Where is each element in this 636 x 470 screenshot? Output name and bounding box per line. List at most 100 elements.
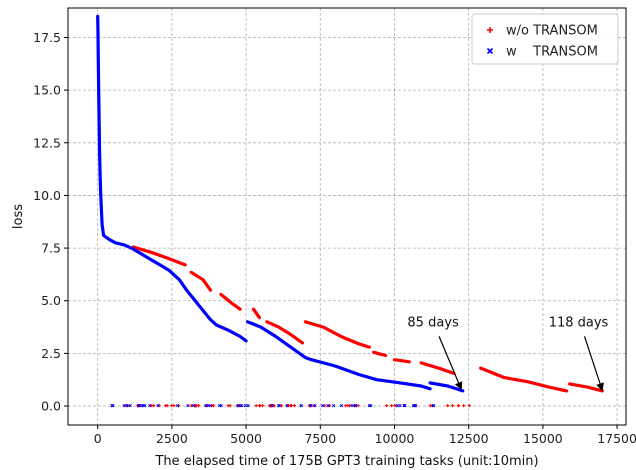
- data-point: [288, 404, 293, 408]
- data-point: [156, 403, 160, 408]
- legend-box: [471, 13, 619, 65]
- data-point: [462, 404, 466, 408]
- grid: [68, 8, 626, 425]
- y-tick-label: 2.5: [41, 346, 61, 361]
- data-point: [143, 403, 147, 408]
- data-point: [390, 404, 394, 408]
- data-point: [204, 403, 208, 408]
- series-segment: [372, 350, 388, 358]
- x-tick-label: 5000: [230, 431, 262, 446]
- data-point: [189, 404, 193, 408]
- legend-marker: [486, 47, 494, 55]
- data-point: [122, 403, 126, 408]
- data-point: [385, 404, 389, 408]
- data-point: [331, 403, 336, 408]
- y-tick-label: 17.5: [33, 30, 61, 45]
- annotation-arrow: [438, 336, 463, 391]
- data-point: [175, 403, 180, 408]
- data-point: [398, 403, 402, 408]
- series-without-transom: [125, 245, 604, 408]
- data-point: [170, 404, 174, 408]
- legend: w/o TRANSOM w TRANSOM: [471, 13, 619, 65]
- data-point: [292, 404, 297, 408]
- legend-label: w/o TRANSOM: [506, 24, 598, 39]
- series-segment: [479, 366, 569, 393]
- series-segment: [246, 320, 432, 391]
- data-point: [138, 403, 142, 408]
- series-segment: [189, 270, 213, 292]
- annotation-label: 85 days: [407, 315, 459, 330]
- data-point: [446, 404, 450, 408]
- data-point: [194, 404, 198, 408]
- data-point: [277, 403, 281, 408]
- series-layer: [96, 14, 604, 408]
- data-point: [326, 403, 330, 408]
- x-tick-label: 17500: [597, 431, 636, 446]
- y-tick-label: 0.0: [41, 399, 61, 414]
- data-point: [279, 404, 283, 408]
- data-point: [320, 403, 325, 408]
- series-with-transom: [96, 14, 465, 408]
- y-tick-label: 5.0: [41, 293, 61, 308]
- x-tick-label: 0: [94, 431, 102, 446]
- data-point: [350, 403, 354, 408]
- series-segment: [428, 381, 465, 393]
- data-point: [152, 404, 156, 408]
- data-point: [339, 403, 344, 408]
- data-point: [467, 404, 471, 408]
- data-point: [285, 403, 289, 408]
- series-segment: [392, 358, 411, 364]
- series-segment: [265, 320, 305, 345]
- data-point: [299, 403, 303, 408]
- data-point: [402, 403, 406, 408]
- data-point: [356, 404, 360, 408]
- annotation-label: 118 days: [549, 315, 609, 330]
- x-tick-label: 10000: [375, 431, 415, 446]
- plot-frame: [67, 7, 627, 426]
- axis-ticks: 0 2500 5000 7500 10000 12500 15000 17500 0.0 2.5 5…: [33, 30, 636, 446]
- data-point: [412, 403, 416, 408]
- data-point: [270, 403, 274, 408]
- data-point: [272, 404, 276, 408]
- x-axis-label: The elapsed time of 175B GPT3 training t…: [154, 454, 538, 469]
- series-segment: [251, 307, 261, 320]
- data-point: [210, 404, 214, 408]
- data-point: [450, 404, 455, 408]
- data-point: [111, 403, 115, 408]
- series-segment: [131, 245, 187, 267]
- data-point: [431, 403, 435, 408]
- y-tick-label: 12.5: [33, 135, 61, 150]
- annotation-arrow: [583, 336, 604, 392]
- data-point: [367, 403, 372, 408]
- series-segment: [568, 382, 604, 393]
- data-point: [268, 404, 272, 408]
- legend-marker: [487, 27, 493, 33]
- data-point: [226, 404, 230, 408]
- data-point: [246, 403, 250, 408]
- data-point: [240, 403, 244, 408]
- y-axis-label: loss: [11, 204, 26, 229]
- annotations: 85 days 118 days: [407, 315, 609, 392]
- data-point: [395, 403, 399, 408]
- data-point: [219, 403, 223, 408]
- data-point: [393, 404, 397, 408]
- x-tick-label: 12500: [449, 431, 489, 446]
- data-point: [164, 404, 168, 408]
- y-tick-label: 15.0: [33, 83, 61, 98]
- near-zero-points: [110, 403, 436, 408]
- series-segment: [219, 292, 242, 311]
- data-point: [128, 403, 132, 408]
- data-point: [456, 404, 460, 408]
- data-point: [344, 404, 348, 408]
- legend-label: w TRANSOM: [506, 45, 598, 60]
- series-segment: [419, 361, 456, 375]
- series-segment: [303, 320, 371, 349]
- data-point: [186, 403, 190, 408]
- x-tick-label: 2500: [156, 431, 188, 446]
- y-tick-label: 10.0: [33, 188, 61, 203]
- data-point: [309, 403, 313, 408]
- data-point: [353, 403, 358, 408]
- data-point: [125, 403, 129, 408]
- data-point: [313, 403, 317, 408]
- data-point: [110, 403, 114, 408]
